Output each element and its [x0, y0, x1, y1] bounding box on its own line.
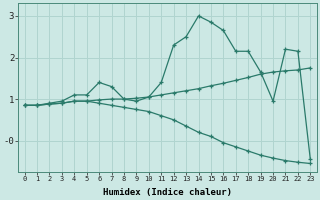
X-axis label: Humidex (Indice chaleur): Humidex (Indice chaleur) [103, 188, 232, 197]
